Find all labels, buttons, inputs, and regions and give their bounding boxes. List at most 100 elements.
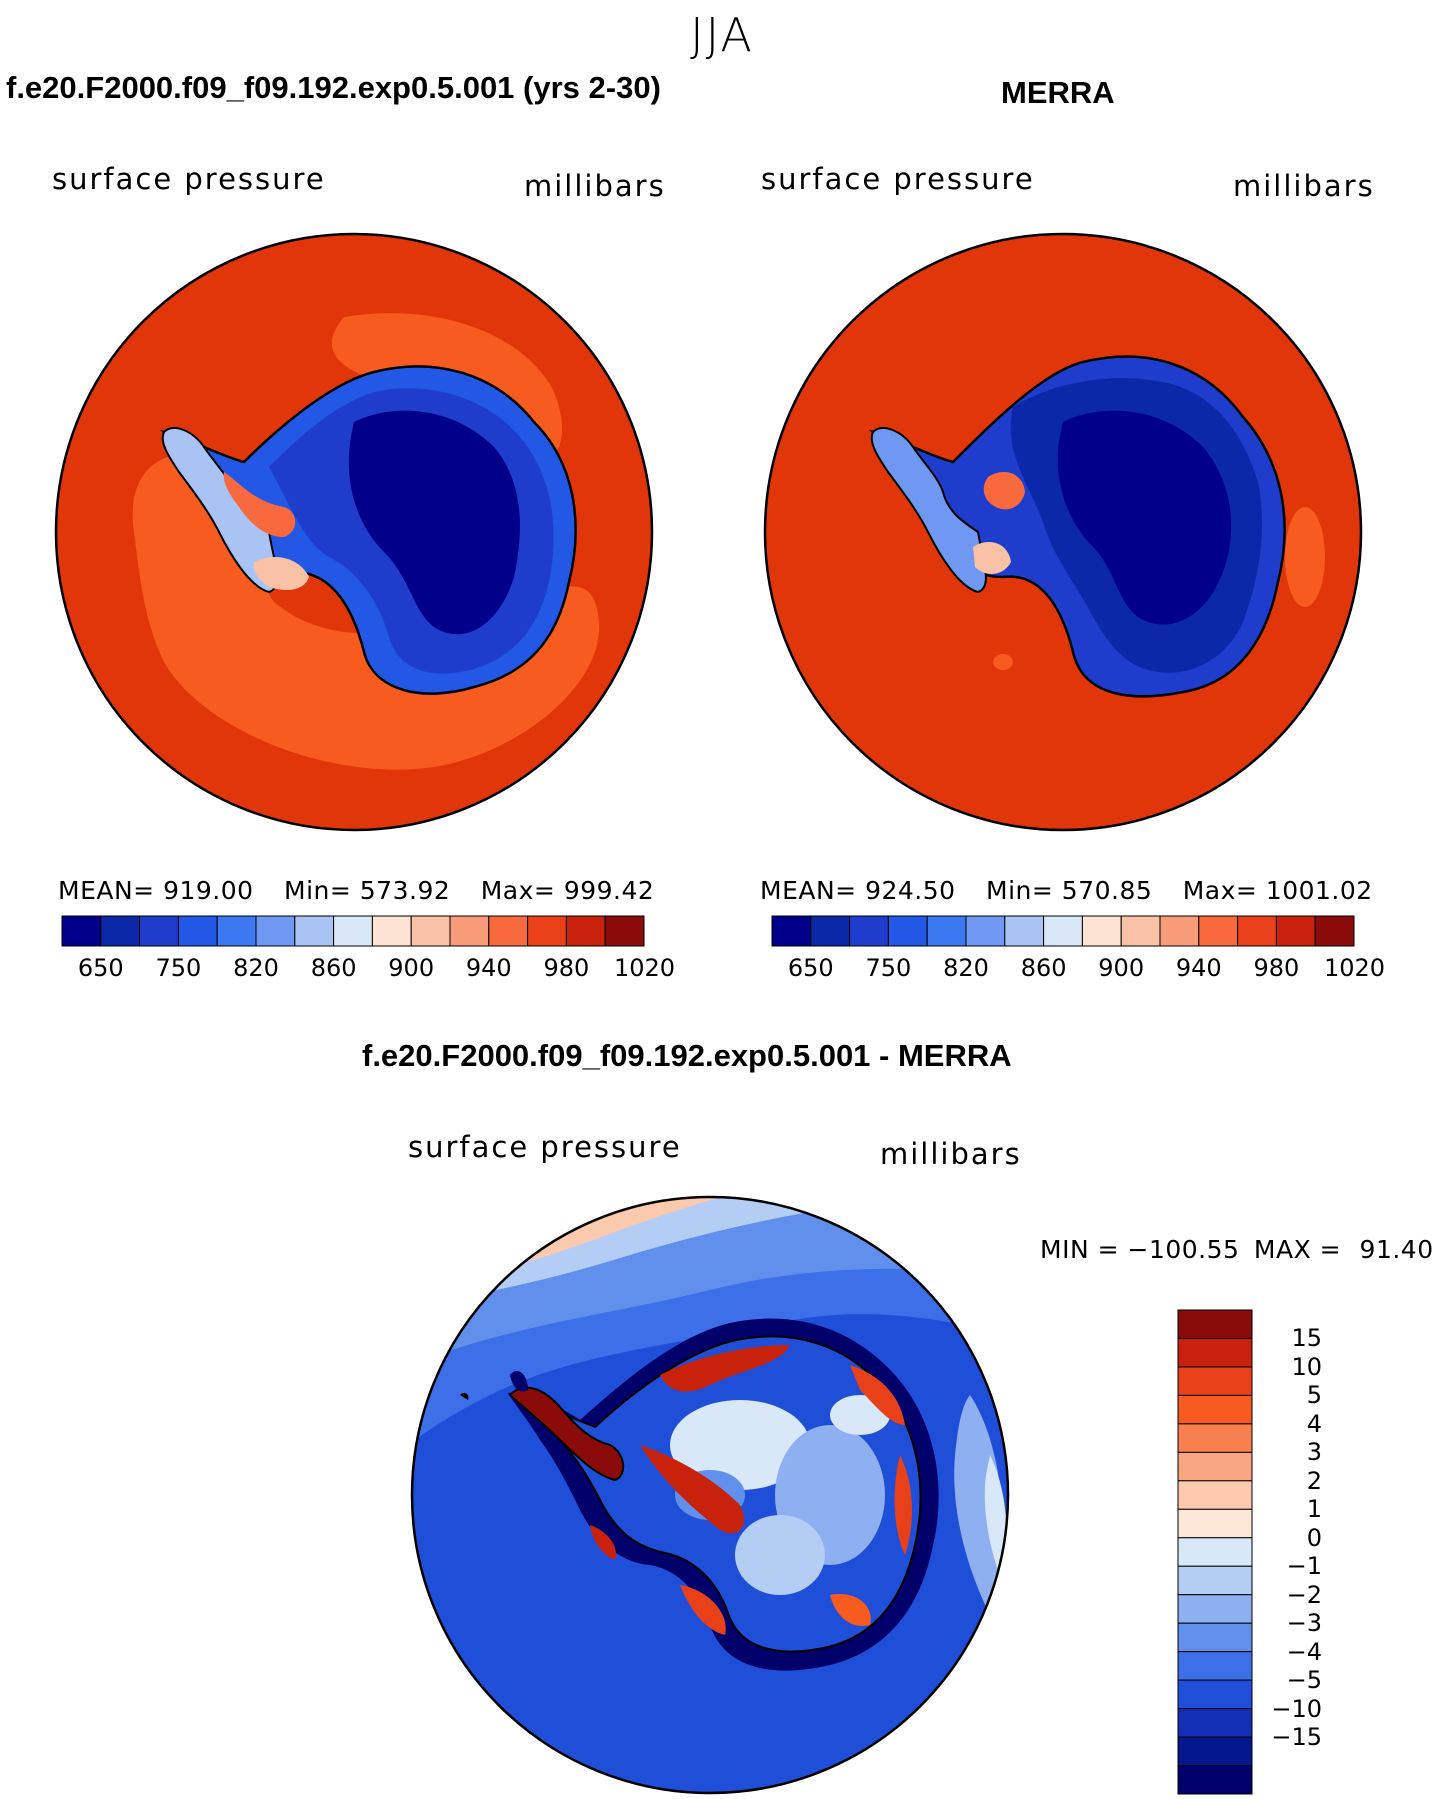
diff-colorbar-box xyxy=(1177,1565,1253,1596)
obs-colorbar-box xyxy=(1275,915,1316,947)
obs-colorbar-tick-label: 650 xyxy=(787,954,834,982)
diff-colorbar-box xyxy=(1177,1765,1253,1795)
model-stats: MEAN= 919.00 Min= 573.92 Max= 999.42 xyxy=(58,876,654,905)
diff-min-value: −100.55 xyxy=(1127,1235,1240,1264)
diff-colorbar-box xyxy=(1177,1679,1253,1710)
model-min-label: Min= xyxy=(284,876,352,905)
model-max-label: Max= xyxy=(480,876,556,905)
obs-panel-title: MERRA xyxy=(1001,75,1115,110)
model-variable-label: surface pressure xyxy=(52,162,326,196)
obs-colorbar-box xyxy=(1198,915,1239,947)
diff-colorbar-tick-label: −15 xyxy=(1271,1723,1322,1752)
diff-colorbar-box xyxy=(1177,1708,1253,1738)
model-colorbar-box xyxy=(61,915,102,947)
model-colorbar-box xyxy=(488,915,529,947)
obs-colorbar-box xyxy=(1043,915,1083,947)
model-colorbar-tick-label: 860 xyxy=(310,954,357,982)
obs-colorbar-tick-label: 820 xyxy=(943,954,989,982)
model-max-value: 999.42 xyxy=(563,876,655,905)
model-colorbar-tick-label: 1020 xyxy=(614,954,676,982)
obs-colorbar-box xyxy=(926,915,967,947)
diff-antarctica-field xyxy=(508,1318,939,1671)
model-mean-value: 919.00 xyxy=(163,876,254,905)
diff-units-label: millibars xyxy=(880,1137,1022,1171)
obs-colorbar-tick-label: 980 xyxy=(1253,954,1300,982)
model-colorbar-box xyxy=(100,915,141,947)
obs-colorbar-tick-label: 750 xyxy=(865,954,912,982)
diff-colorbar-tick-label: −4 xyxy=(1286,1637,1322,1666)
model-colorbar-tick-label: 980 xyxy=(543,954,590,982)
diff-colorbar-tick-label: −1 xyxy=(1286,1552,1322,1581)
obs-colorbar xyxy=(771,915,1355,947)
diff-colorbar-tick-label: 15 xyxy=(1291,1324,1322,1353)
diff-colorbar-box xyxy=(1177,1508,1253,1539)
diff-colorbar xyxy=(1177,1309,1253,1795)
diff-colorbar-box xyxy=(1177,1736,1253,1767)
model-colorbar-tick-label: 750 xyxy=(155,954,202,982)
obs-polar-map xyxy=(763,232,1363,832)
diff-colorbar-tick-label: 5 xyxy=(1306,1381,1322,1410)
obs-colorbar-box xyxy=(1314,915,1355,947)
model-colorbar-box xyxy=(255,915,296,947)
model-panel-title: f.e20.F2000.f09_f09.192.exp0.5.001 (yrs … xyxy=(6,70,661,105)
obs-colorbar-tick-label: 900 xyxy=(1098,954,1145,982)
diff-colorbar-tick-label: −3 xyxy=(1286,1609,1322,1638)
diff-colorbar-box xyxy=(1177,1309,1253,1339)
obs-mean-value: 924.50 xyxy=(865,876,956,905)
diff-variable-label: surface pressure xyxy=(408,1130,682,1164)
model-colorbar-box xyxy=(604,915,645,947)
diff-colorbar-ticks: 15 10 5 4 3 2 1 0 −1 −2 −3 −4 −5 −10 −15 xyxy=(1262,1310,1402,1794)
diff-colorbar-tick-label: 0 xyxy=(1306,1523,1322,1552)
diff-colorbar-tick-label: 1 xyxy=(1306,1495,1322,1524)
model-colorbar-box xyxy=(371,915,412,947)
model-colorbar-box xyxy=(177,915,218,947)
diff-colorbar-tick-label: −10 xyxy=(1271,1694,1322,1723)
diff-colorbar-tick-label: −5 xyxy=(1286,1666,1322,1695)
obs-variable-label: surface pressure xyxy=(761,162,1035,196)
obs-stats: MEAN= 924.50 Min= 570.85 Max= 1001.02 xyxy=(760,876,1373,905)
model-antarctica-field xyxy=(159,365,577,695)
diff-max-label: MAX = xyxy=(1253,1235,1342,1264)
diff-min-label: MIN = xyxy=(1040,1235,1120,1264)
model-colorbar-box xyxy=(139,915,179,947)
model-min-value: 573.92 xyxy=(359,876,451,905)
diff-polar-map xyxy=(410,1195,1010,1795)
model-mean-label: MEAN= xyxy=(58,876,155,905)
obs-colorbar-box xyxy=(1159,915,1200,947)
obs-colorbar-tick-label: 860 xyxy=(1020,954,1067,982)
obs-colorbar-ticks: 650 750 820 860 900 940 980 1020 xyxy=(772,954,1385,984)
model-colorbar-box xyxy=(294,915,335,947)
model-colorbar-box xyxy=(449,915,490,947)
diff-colorbar-box xyxy=(1177,1537,1253,1567)
obs-max-value: 1001.02 xyxy=(1265,876,1373,905)
model-colorbar-box xyxy=(527,915,567,947)
diff-max-value: 91.40 xyxy=(1359,1235,1434,1264)
diff-colorbar-box xyxy=(1177,1622,1253,1653)
diff-colorbar-box xyxy=(1177,1651,1253,1681)
model-colorbar-ticks: 650 750 820 860 900 940 980 1020 xyxy=(62,954,675,984)
diff-colorbar-box xyxy=(1177,1451,1253,1482)
model-colorbar-tick-label: 900 xyxy=(388,954,435,982)
diff-panel-title: f.e20.F2000.f09_f09.192.exp0.5.001 - MER… xyxy=(362,1038,1012,1073)
obs-colorbar-box xyxy=(771,915,812,947)
diff-minmax: MIN = −100.55 MAX = 91.40 xyxy=(1040,1235,1434,1264)
obs-max-label: Max= xyxy=(1182,876,1258,905)
model-colorbar-tick-label: 940 xyxy=(465,954,512,982)
model-units-label: millibars xyxy=(524,169,666,203)
model-colorbar-tick-label: 650 xyxy=(77,954,124,982)
model-colorbar-box xyxy=(565,915,606,947)
obs-colorbar-tick-label: 940 xyxy=(1175,954,1222,982)
model-polar-map xyxy=(54,232,654,832)
model-colorbar-box xyxy=(333,915,373,947)
obs-colorbar-box xyxy=(1081,915,1122,947)
model-colorbar-box xyxy=(410,915,451,947)
obs-mean-label: MEAN= xyxy=(760,876,857,905)
diff-colorbar-box xyxy=(1177,1423,1253,1453)
diff-colorbar-box xyxy=(1177,1480,1253,1510)
model-colorbar-tick-label: 820 xyxy=(233,954,279,982)
diff-colorbar-tick-label: 10 xyxy=(1291,1352,1322,1381)
obs-min-value: 570.85 xyxy=(1061,876,1153,905)
diff-colorbar-tick-label: −2 xyxy=(1286,1580,1322,1609)
diff-colorbar-tick-label: 4 xyxy=(1306,1409,1322,1438)
diff-colorbar-box xyxy=(1177,1337,1253,1368)
